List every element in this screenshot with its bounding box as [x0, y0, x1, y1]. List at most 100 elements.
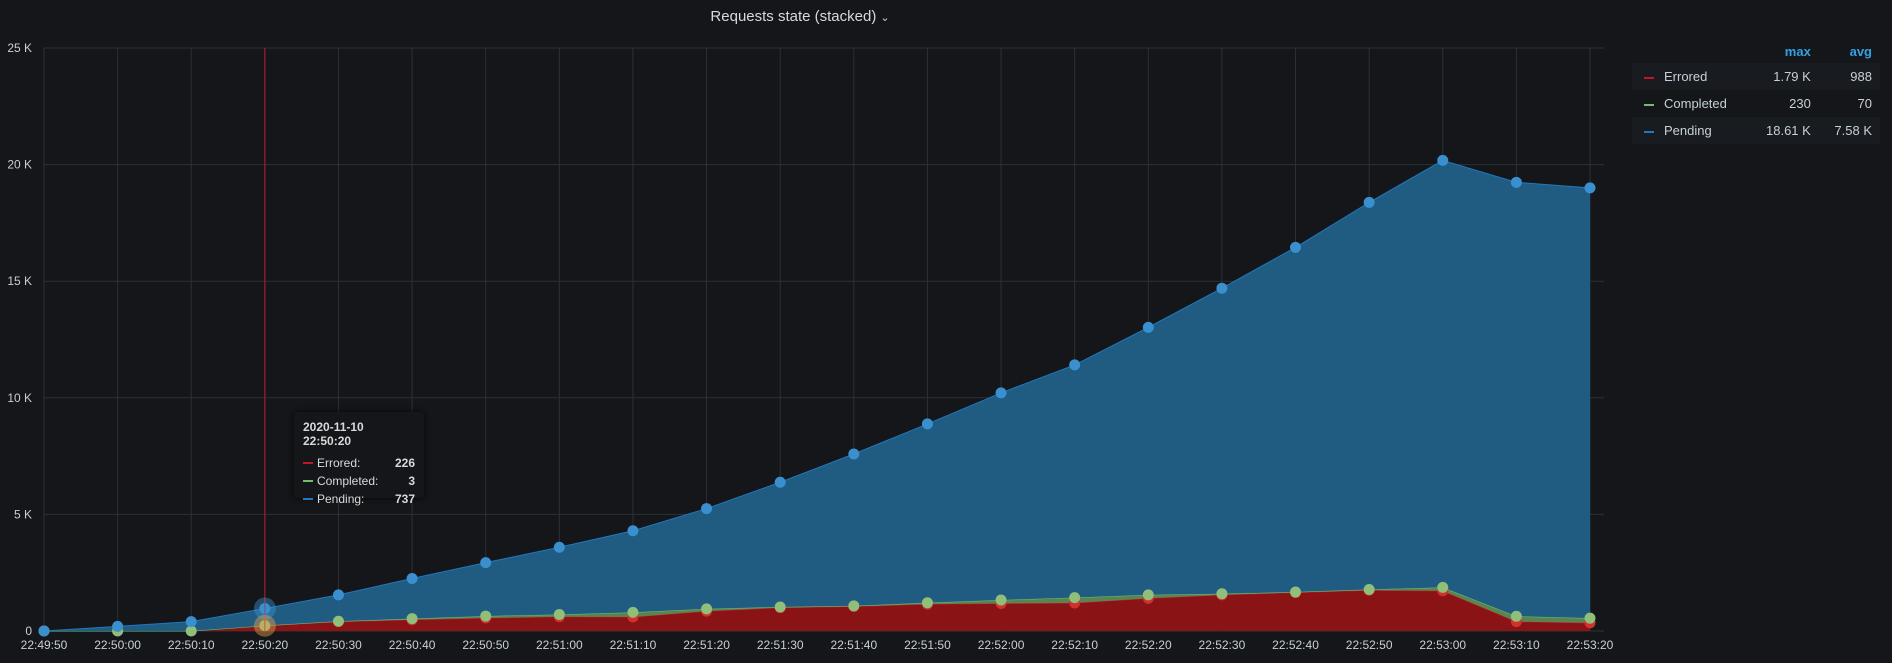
x-tick-label: 22:50:30	[315, 638, 362, 652]
tooltip-row-errored: Errored: 226	[303, 454, 415, 472]
point-pending[interactable]	[995, 387, 1007, 399]
point-pending[interactable]	[1437, 154, 1449, 166]
legend-item-avg: 7.58 K	[1818, 117, 1880, 144]
x-tick-label: 22:52:40	[1272, 638, 1319, 652]
x-tick-label: 22:53:00	[1419, 638, 1466, 652]
legend-item-name: Errored	[1664, 69, 1708, 84]
x-tick-label: 22:50:10	[168, 638, 215, 652]
legend-header-avg[interactable]: avg	[1849, 44, 1872, 59]
tooltip-series-value: 737	[394, 492, 415, 506]
line-pending	[43, 159, 1591, 632]
point-pending[interactable]	[38, 625, 50, 637]
series-color-swatch	[303, 462, 313, 464]
point-completed[interactable]	[921, 597, 933, 609]
series-color-swatch	[1644, 130, 1654, 133]
panel-title-text: Requests state (stacked)	[710, 8, 877, 25]
point-pending[interactable]	[1142, 321, 1154, 333]
point-pending[interactable]	[701, 503, 713, 515]
x-tick-label: 22:52:30	[1199, 638, 1246, 652]
tooltip-series-value: 3	[408, 474, 415, 488]
point-completed[interactable]	[1069, 592, 1081, 604]
tooltip-series-name: Pending:	[317, 492, 365, 506]
point-pending[interactable]	[774, 476, 786, 488]
y-tick-label: 25 K	[7, 41, 32, 55]
point-completed[interactable]	[553, 608, 565, 620]
x-tick-label: 22:51:50	[904, 638, 951, 652]
point-completed[interactable]	[332, 615, 344, 627]
legend-header-max[interactable]: max	[1784, 44, 1811, 59]
x-axis-tick-labels: 22:49:50 22:50:00 22:50:10 22:50:20 22:50:30…	[21, 638, 1614, 652]
point-completed[interactable]	[848, 600, 860, 612]
point-completed[interactable]	[701, 603, 713, 615]
point-completed[interactable]	[406, 613, 418, 625]
point-pending[interactable]	[1510, 176, 1522, 188]
point-completed[interactable]	[627, 606, 639, 618]
area-pending	[44, 160, 1590, 631]
x-tick-label: 22:49:50	[21, 638, 68, 652]
point-pending[interactable]	[332, 589, 344, 601]
point-pending[interactable]	[1069, 359, 1081, 371]
chart-points	[38, 154, 1596, 637]
point-completed[interactable]	[1510, 610, 1522, 622]
y-tick-label: 0	[25, 624, 32, 638]
x-tick-label: 22:53:10	[1493, 638, 1540, 652]
point-completed[interactable]	[480, 610, 492, 622]
chart-areas	[43, 159, 1591, 632]
point-completed[interactable]	[1290, 586, 1302, 598]
hover-point-pending	[253, 597, 276, 620]
point-pending[interactable]	[553, 541, 565, 553]
legend-item-avg: 70	[1857, 96, 1872, 111]
tooltip-series-value: 226	[394, 456, 415, 470]
tooltip-row-pending: Pending: 737	[303, 490, 415, 508]
point-pending[interactable]	[185, 616, 197, 628]
series-color-swatch	[303, 498, 313, 500]
stacked-area-chart[interactable]: 05 K10 K15 K20 K25 K 22:49:50 22:50:00 22:…	[0, 0, 1620, 663]
legend-item-max: 18.61 K	[1749, 117, 1819, 144]
chevron-down-icon[interactable]: ⌄	[880, 12, 890, 24]
legend-item-max: 1.79 K	[1749, 63, 1819, 90]
x-tick-label: 22:50:50	[462, 638, 509, 652]
point-completed[interactable]	[774, 601, 786, 613]
point-completed[interactable]	[1142, 589, 1154, 601]
point-pending[interactable]	[848, 448, 860, 460]
tooltip-timestamp: 2020-11-10 22:50:20	[303, 420, 364, 448]
tooltip-series-name: Completed:	[317, 474, 379, 488]
legend-item-errored[interactable]: Errored 1.79 K 988	[1632, 63, 1880, 90]
point-pending[interactable]	[921, 418, 933, 430]
x-tick-label: 22:50:40	[389, 638, 436, 652]
legend-item-name: Completed	[1664, 96, 1727, 111]
point-pending[interactable]	[480, 557, 492, 569]
series-color-swatch	[1644, 103, 1654, 106]
x-tick-label: 22:50:20	[241, 638, 288, 652]
point-completed[interactable]	[995, 594, 1007, 606]
point-pending[interactable]	[1363, 196, 1375, 208]
point-pending[interactable]	[406, 573, 418, 585]
panel-title[interactable]: Requests state (stacked) ⌄	[0, 8, 1600, 25]
point-pending[interactable]	[1216, 282, 1228, 294]
x-tick-label: 22:51:20	[683, 638, 730, 652]
x-tick-label: 22:51:40	[830, 638, 877, 652]
x-tick-label: 22:53:20	[1567, 638, 1614, 652]
point-pending[interactable]	[1290, 241, 1302, 253]
point-completed[interactable]	[1437, 581, 1449, 593]
point-completed[interactable]	[185, 625, 197, 637]
legend-item-pending[interactable]: Pending 18.61 K 7.58 K	[1632, 117, 1880, 144]
x-tick-label: 22:52:20	[1125, 638, 1172, 652]
hover-point-errored	[253, 614, 276, 637]
tooltip-row-completed: Completed: 3	[303, 472, 415, 490]
series-color-swatch	[1644, 76, 1654, 79]
point-completed[interactable]	[1363, 583, 1375, 595]
point-completed[interactable]	[1584, 612, 1596, 624]
x-tick-label: 22:51:30	[757, 638, 804, 652]
series-color-swatch	[303, 480, 313, 482]
point-pending[interactable]	[627, 525, 639, 537]
point-pending[interactable]	[1584, 182, 1596, 194]
legend-item-avg: 988	[1818, 63, 1880, 90]
point-pending[interactable]	[112, 620, 124, 632]
legend-item-completed[interactable]: Completed 230 70	[1632, 90, 1880, 117]
legend-item-max: 230	[1789, 96, 1811, 111]
legend: max avg Errored 1.79 K 988 Completed 230…	[1632, 44, 1880, 144]
y-tick-label: 15 K	[7, 274, 32, 288]
point-completed[interactable]	[1216, 588, 1228, 600]
